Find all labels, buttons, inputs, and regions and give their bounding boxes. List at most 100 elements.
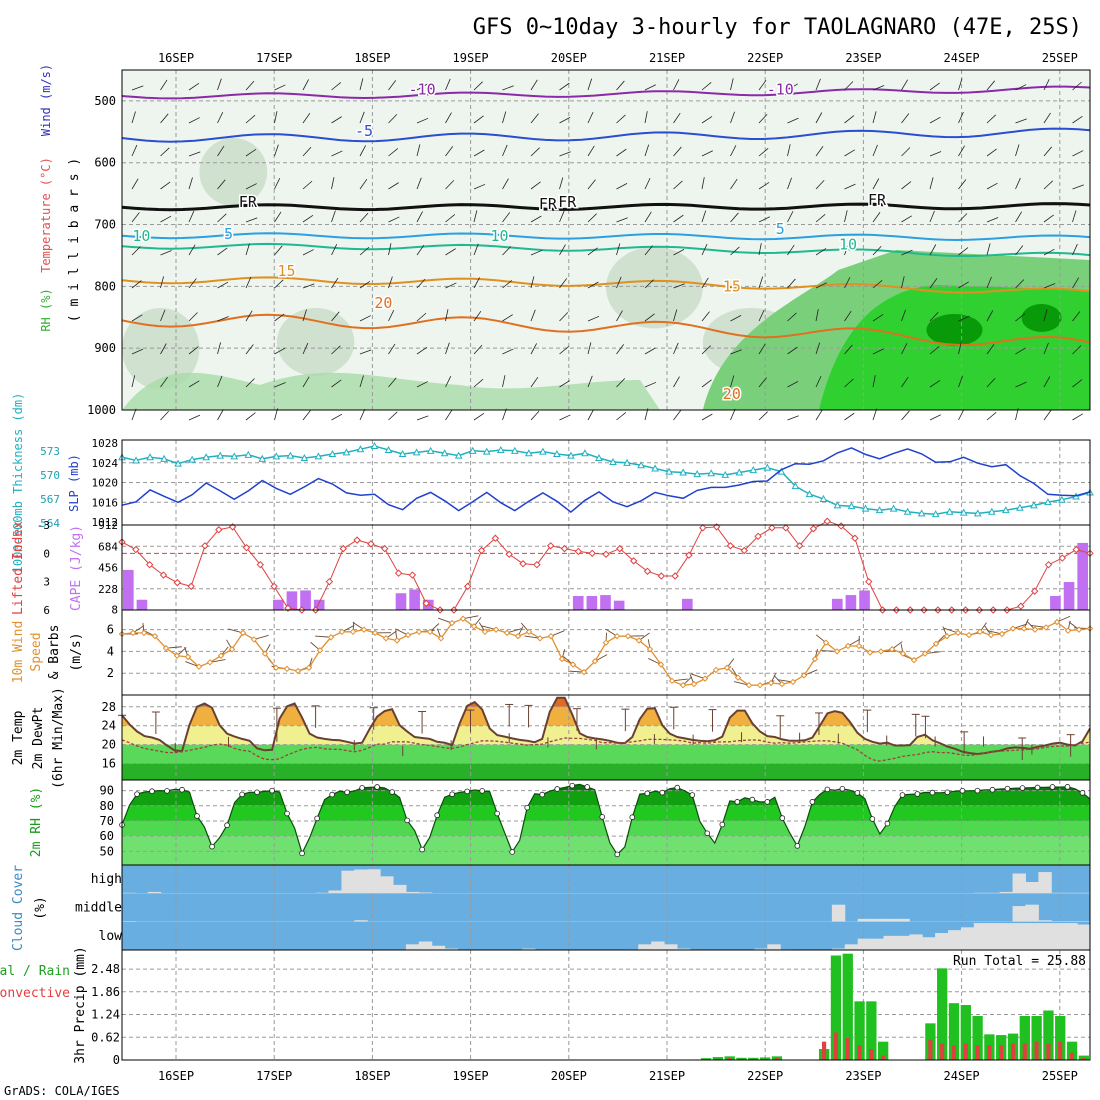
lifted-index-tick-2: 3 [43,576,50,589]
wind-speed-point-53 [701,675,709,682]
wind-speed-point-31 [459,615,467,622]
lifted-index-point-37 [629,557,638,565]
thickness-point-20 [398,449,407,458]
slp-tick-0: 1012 [92,516,119,529]
wind-barb [815,282,827,289]
wind-barb [559,151,571,157]
cape-bar-35 [600,595,611,610]
wind-barb [844,277,851,289]
lifted-index-point-39 [657,572,666,580]
wind-barb [587,281,599,289]
temp-axis-label-2: (6hr Min/Max) [51,687,66,789]
wind-barb [416,381,428,388]
wind-barb [1072,115,1083,124]
lifted-index-point-52 [837,522,845,530]
thickness-point-56 [903,507,912,515]
contour-label-13: 15 [723,277,741,295]
wind-barb [530,309,536,322]
low-cloud-bar-56 [844,944,859,950]
wind-barb [958,409,965,421]
thickness-point-44 [735,468,744,476]
cape-bar-13 [300,590,311,610]
wind-barb [587,78,593,91]
middle-cloud-bar-70 [1025,904,1039,922]
wind-speed-point-79 [987,631,995,639]
lifted-index-point-31 [546,542,555,550]
wind-barb [958,78,963,91]
cloud-level-label-0: high [91,872,122,887]
wind-speed-point-48 [646,646,654,653]
thickness-point-38 [651,464,659,472]
cape-tick-3: 684 [98,540,118,553]
wind-barb [616,276,622,289]
wind-barb [844,210,848,223]
wind-barb [473,344,483,355]
wind-speed-point-46 [624,632,632,640]
total-precip-bar-77 [1031,1016,1042,1060]
wind-barb [815,213,826,223]
thickness-point-30 [539,447,547,455]
wind-speed-point-68 [866,649,874,656]
wind-barb [359,315,371,322]
lifted-index-point-65 [1017,602,1025,610]
rh-point-64 [599,814,606,820]
total-precip-bar-61 [842,953,853,1060]
convective-precip-bar-51 [727,1058,732,1060]
wind-barb [958,145,966,157]
lifted-index-point-53 [851,534,859,542]
wind-barb [701,277,709,289]
wind-barb [616,80,625,91]
thickness-point-41 [693,470,702,478]
high-cloud-bar-74 [1077,892,1091,894]
lifted-index-tick-3: 6 [43,604,50,617]
wind-barb [388,276,393,289]
lifted-index-point-6 [201,542,209,550]
contour-label-4: FR [539,195,558,213]
wind-speed-point-52 [690,680,698,688]
wind-barb [473,81,483,91]
thickness-point-61 [973,509,982,517]
wind-barb [274,313,285,322]
thickness-point-50 [819,494,828,502]
wind-barb [530,113,539,124]
lifted-index-point-50 [809,525,818,533]
wind-speed-point-81 [1009,625,1017,632]
wind-barb [673,112,681,124]
low-cloud-bar-42 [664,944,678,950]
wind-speed-point-18 [316,647,324,654]
wind-barb [502,85,514,91]
thickness-point-65 [1030,501,1038,509]
wind-barb [388,343,396,355]
middle-cloud-bar-59 [883,918,897,922]
wind-barb [844,81,854,91]
wind-barb [473,149,485,157]
convective-precip-bar-50 [715,1058,720,1060]
wind-barb [787,117,799,124]
freezing-level-contour [121,202,1091,212]
rh-point-84 [749,796,756,803]
wind-axis-label-2: & Barbs [47,625,62,680]
thickness-point-39 [665,467,673,475]
thickness-tick-3: 573 [40,445,60,458]
slp-tick-3: 1024 [92,457,119,470]
wind-speed-point-19 [327,634,335,641]
wind-barb [844,115,855,124]
rh-point-96 [839,786,846,792]
top-date-label-7: 23SEP [845,51,881,65]
wind-barb [559,210,565,223]
dewpoint-line [121,737,1091,762]
lifted-index-point-48 [782,524,790,532]
cape-tick-0: 8 [111,603,118,616]
low-cloud-bar-58 [870,938,884,950]
wind-barb [416,117,429,124]
wind-barb [217,145,225,157]
cloud-axis-label-0: Cloud Cover [11,865,26,951]
cloud-level-label-1: middle [75,901,122,916]
wind-barb [758,343,766,355]
rh-point-32 [359,785,365,791]
low-cloud-bar-24 [431,945,446,950]
wind-speed-point-86 [1064,627,1072,634]
rh-point-48 [479,788,485,794]
thickness-point-67 [1058,495,1066,503]
cloud-axis-label-1: (%) [33,896,48,919]
